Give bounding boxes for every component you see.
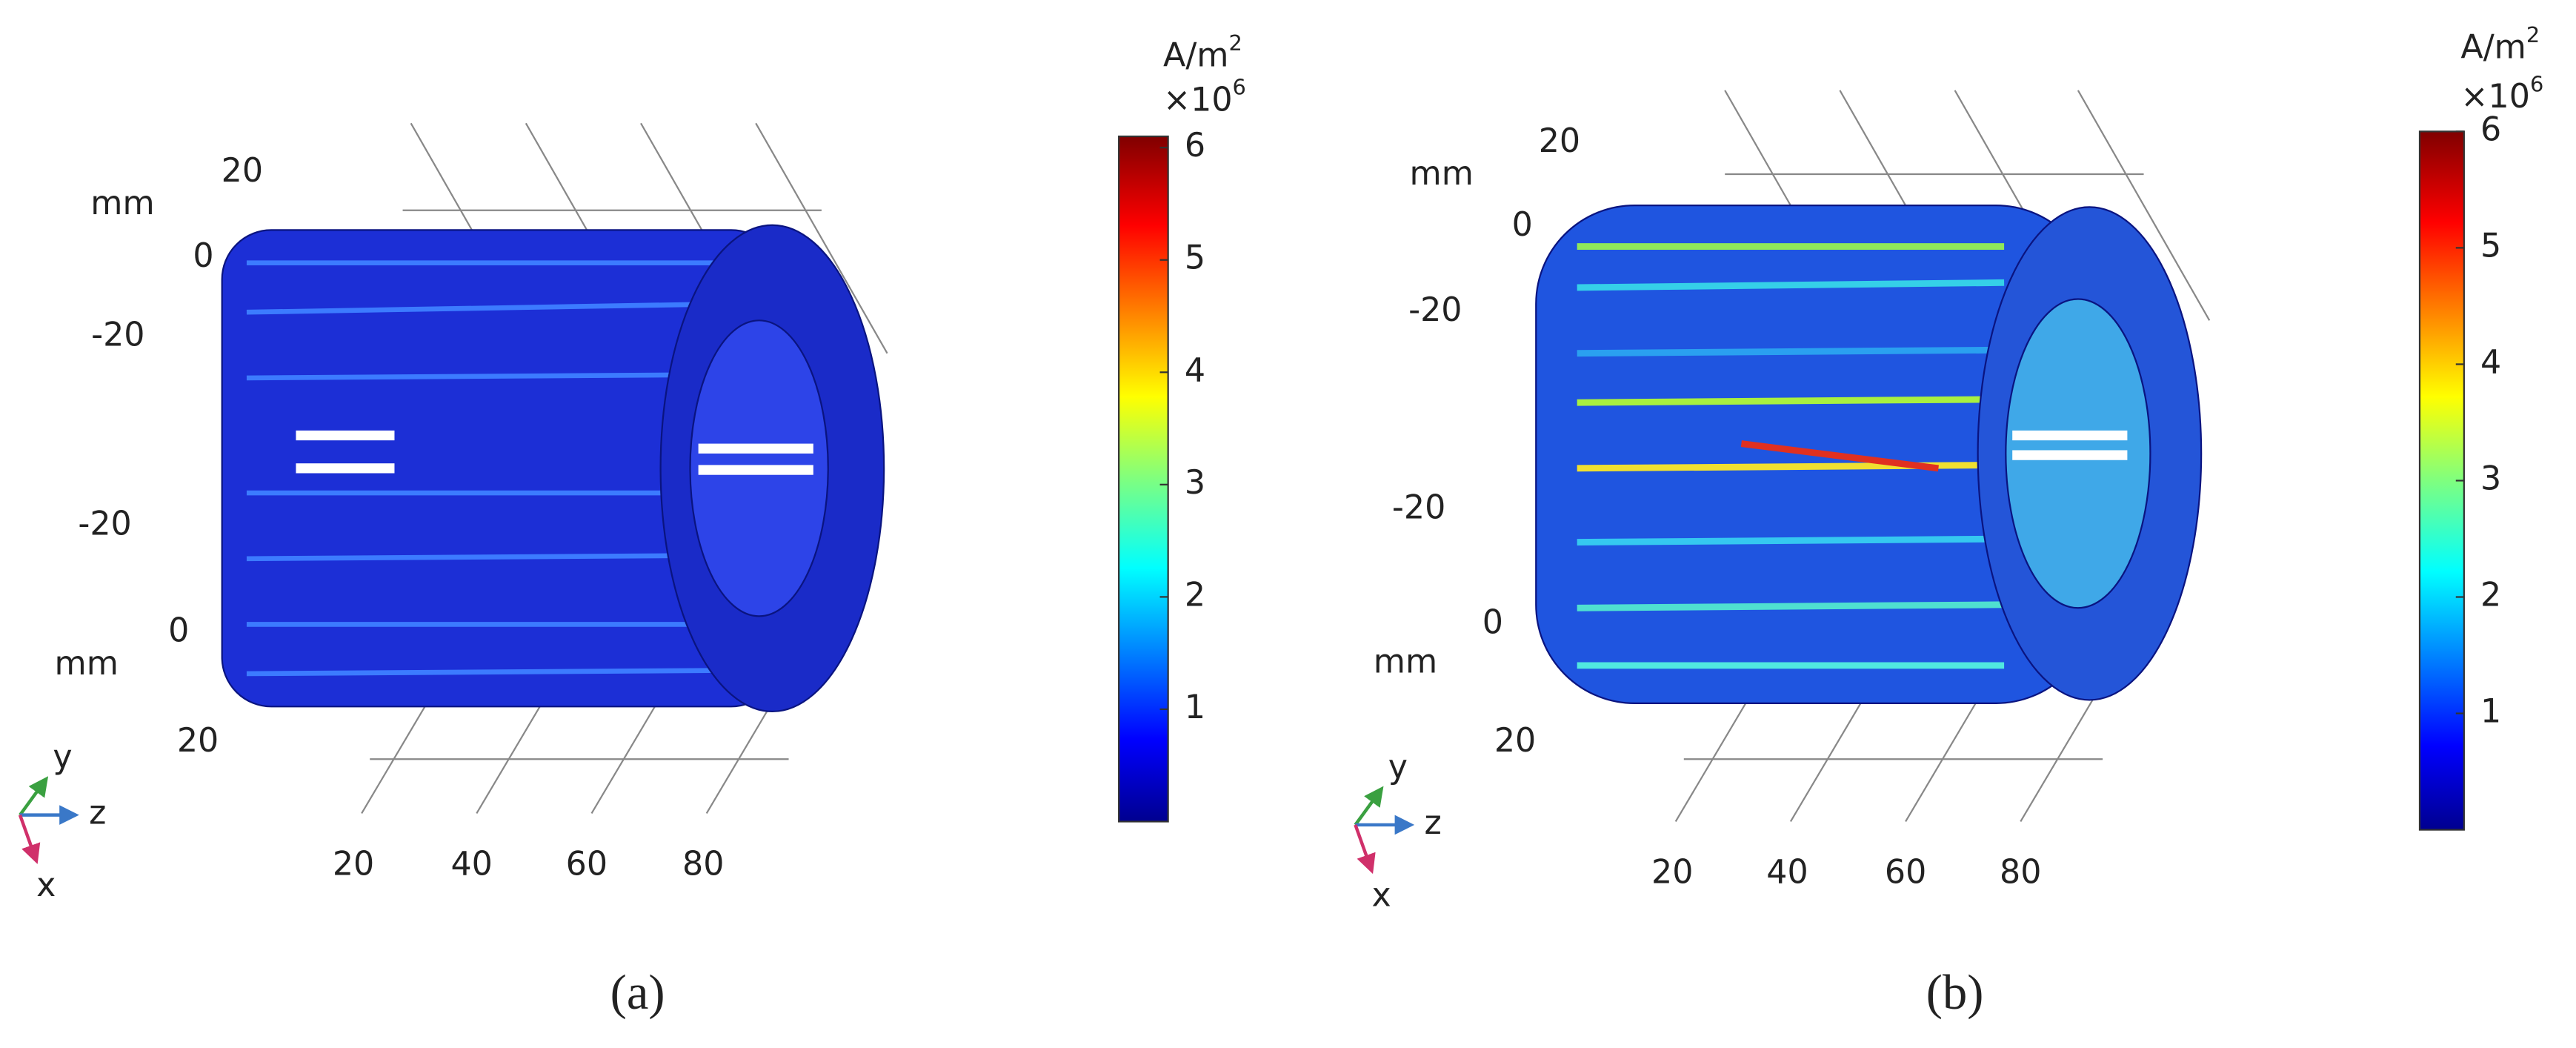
panel-caption: (a) [610,966,665,1020]
multiplier-base: ×10 [2460,78,2530,116]
colorbar-tick-label: 2 [1185,576,1205,614]
z-tick-label: 80 [682,845,724,883]
unit-base: A/m [1163,37,1228,75]
panel-caption: (b) [1926,966,1984,1020]
colorbar-tick-label: 1 [1185,689,1205,726]
z-tick-label: 40 [450,845,492,883]
triad-y [1354,786,1384,826]
z-tick-label: 20 [333,845,374,883]
triad-label: x [1372,876,1391,914]
unit-exponent: 2 [1228,30,1242,56]
colorbar-unit: A/m2 [2460,22,2540,67]
colorbar-tick-label: 5 [1185,239,1205,277]
y-axis-unit: mm [1410,155,1474,193]
y-tick-label: -20 [91,316,144,354]
multiplier-exponent: 6 [2530,71,2543,96]
x-tick-label: -20 [1392,488,1445,526]
rotor-b [1535,205,2203,704]
colorbar-tick-label: 1 [2480,693,2501,731]
triad-x [18,814,41,864]
triad-label: z [89,795,106,832]
x-tick-label: 0 [168,612,189,650]
triad-label: z [1425,804,1442,842]
unit-exponent: 2 [2526,22,2540,47]
triad-label: y [1388,749,1408,786]
z-tick-label: 60 [1885,853,1926,891]
colorbar [1118,135,1169,823]
colorbar-tick-label: 3 [2480,460,2501,497]
x-tick-label: -20 [78,505,131,543]
y-tick-label: 0 [1512,206,1533,244]
x-tick-label: 20 [177,722,219,760]
multiplier-base: ×10 [1163,81,1233,119]
colorbar-multiplier: ×106 [2460,71,2543,116]
colorbar-tick-label: 6 [1185,127,1205,165]
x-tick-label: 0 [1482,603,1503,641]
triad-y [19,776,49,816]
colorbar-multiplier: ×106 [1163,75,1246,119]
colorbar-tick-label: 4 [2480,343,2501,381]
colorbar-tick-label: 4 [1185,351,1205,389]
colorbar-tick-label: 3 [1185,464,1205,502]
y-tick-label: 20 [1539,122,1580,160]
y-axis-unit: mm [90,185,154,222]
z-tick-label: 20 [1651,853,1693,891]
y-tick-label: 0 [193,237,213,275]
colorbar-tick-label: 2 [2480,577,2501,614]
y-tick-label: 20 [222,152,263,190]
x-axis-unit: mm [55,645,119,683]
colorbar-tick-label: 6 [2480,110,2501,148]
triad-x [1354,824,1376,875]
unit-base: A/m [2460,29,2526,67]
x-tick-label: 20 [1494,722,1536,760]
z-tick-label: 80 [2000,853,2041,891]
z-tick-label: 40 [1766,853,1808,891]
multiplier-exponent: 6 [1233,75,1246,100]
z-tick-label: 60 [566,845,608,883]
rotor-a [221,224,885,713]
x-axis-unit: mm [1374,643,1437,681]
colorbar-unit: A/m2 [1163,30,1242,75]
colorbar-tick-label: 5 [2480,227,2501,265]
triad-label: y [53,738,72,776]
triad-label: x [36,866,56,904]
y-tick-label: -20 [1408,291,1462,329]
